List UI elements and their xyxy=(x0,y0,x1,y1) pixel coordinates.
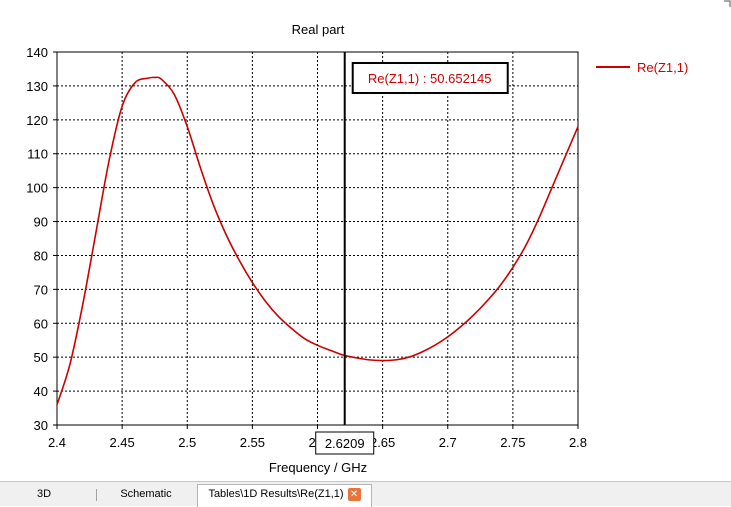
tab-label: Schematic xyxy=(120,488,172,500)
y-tick-label: 100 xyxy=(26,181,48,196)
tab-re-z11-results[interactable]: Tables\1D Results\Re(Z1,1) ✕ xyxy=(197,484,372,507)
y-tick-label: 90 xyxy=(34,215,48,230)
x-tick-label: 2.55 xyxy=(240,435,265,450)
x-tick-label: 2.7 xyxy=(439,435,457,450)
y-tick-label: 70 xyxy=(34,282,48,297)
window-corner-mark xyxy=(724,0,731,7)
x-axis: 2.42.452.52.552.62.652.72.752.8 xyxy=(48,425,587,450)
marker-x-value: 2.6209 xyxy=(325,436,365,451)
y-tick-label: 60 xyxy=(34,316,48,331)
plot-svg: Real part 30405060708090100110120130140 … xyxy=(26,0,731,475)
legend-label: Re(Z1,1) xyxy=(637,60,688,75)
marker-readout-box: Re(Z1,1) : 50.652145 xyxy=(351,62,509,94)
tab-bar: 3D Schematic Tables\1D Results\Re(Z1,1) ✕ xyxy=(0,481,731,507)
marker-x-label: 2.6209 xyxy=(315,431,375,455)
x-tick-label: 2.4 xyxy=(48,435,66,450)
tab-schematic[interactable]: Schematic xyxy=(105,485,187,506)
chart-title: Real part xyxy=(292,22,345,37)
y-tick-label: 40 xyxy=(34,384,48,399)
tab-label: 3D xyxy=(36,488,52,500)
tab-3d[interactable]: 3D xyxy=(8,485,80,506)
grid xyxy=(57,52,578,425)
series-line-re-z11 xyxy=(56,76,579,405)
x-tick-label: 2.5 xyxy=(178,435,196,450)
x-axis-label: Frequency / GHz xyxy=(269,460,367,475)
x-tick-label: 2.45 xyxy=(109,435,134,450)
y-axis: 30 40 50 60 70 80 90 100 110 120 130 140 xyxy=(26,45,57,433)
close-icon[interactable]: ✕ xyxy=(347,487,361,501)
y-tick-label: 120 xyxy=(26,113,48,128)
y-tick-label: 110 xyxy=(27,147,48,162)
x-tick-label: 2.8 xyxy=(569,435,587,450)
x-tick-label: 2.75 xyxy=(500,435,525,450)
y-tick-label: 140 xyxy=(26,45,48,60)
tab-separator xyxy=(96,489,97,501)
legend: Re(Z1,1) xyxy=(596,60,688,75)
y-tick-label: 50 xyxy=(34,350,48,365)
chart-window: Real part 30 40 50 60 70 80 90 100 110 120 130 140 … xyxy=(26,0,731,475)
y-tick-label: 30 xyxy=(34,418,48,433)
x-tick-label: 2.65 xyxy=(370,435,395,450)
tab-label: Tables\1D Results\Re(Z1,1) xyxy=(208,488,344,500)
y-tick-label: 80 xyxy=(34,248,48,263)
marker-readout-text: Re(Z1,1) : 50.652145 xyxy=(368,71,492,86)
y-tick-label: 130 xyxy=(26,79,48,94)
